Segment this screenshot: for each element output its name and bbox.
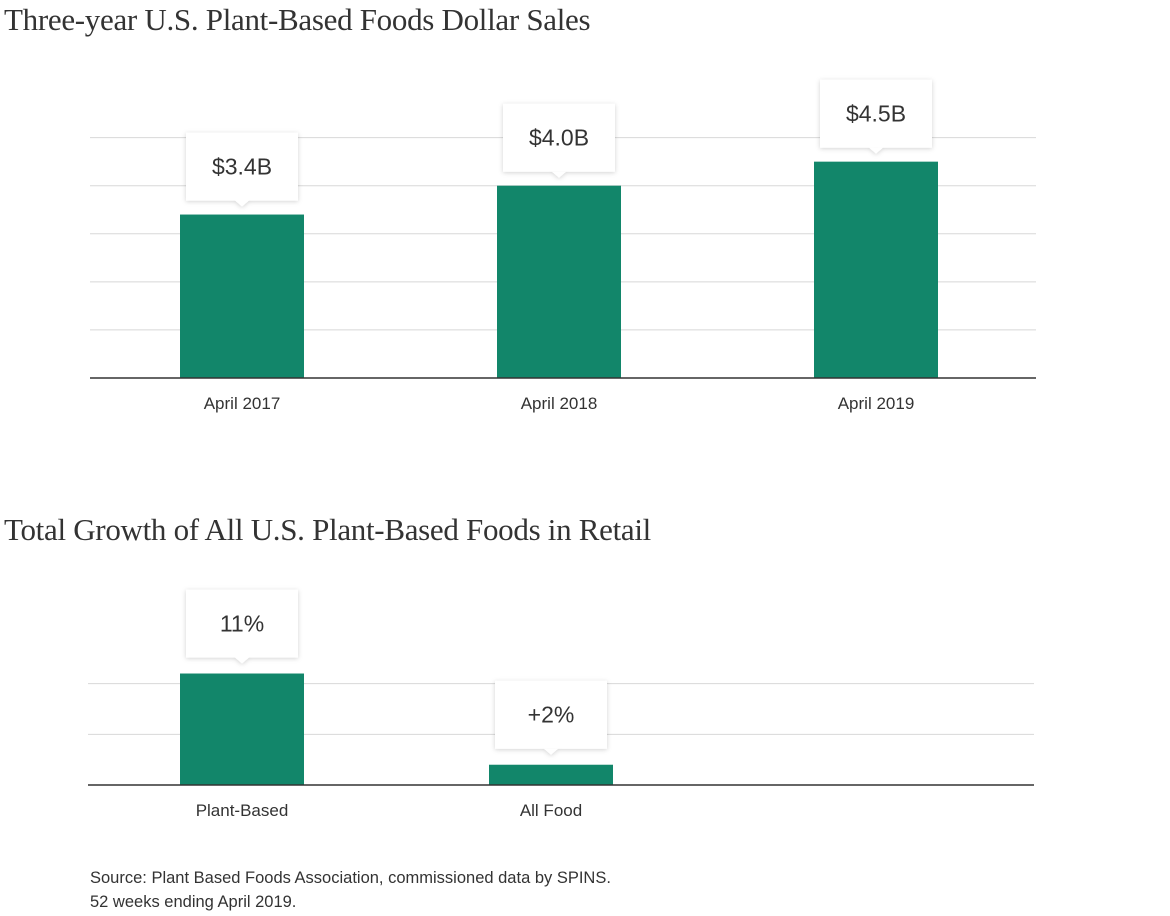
x-tick-label: April 2017 [204,394,281,413]
callout-pointer [869,147,883,154]
bar [180,673,304,785]
callout-box [186,132,298,201]
callout-pointer [235,200,249,207]
callout-box [495,680,607,749]
value-callout [820,79,932,154]
bar [497,185,621,378]
value-callout [495,680,607,755]
callout-box [820,79,932,148]
value-label: $4.0B [529,125,589,151]
dollar-sales-chart: $3.4B April 2017 $4.0B April 2018 $4.5B April… [90,79,1036,413]
chart-2-title: Total Growth of All U.S. Plant-Based Foo… [4,512,651,547]
callout-box [186,589,298,658]
value-label: $3.4B [212,154,272,180]
source-note: Source: Plant Based Foods Association, c… [90,866,611,914]
value-label: 11% [220,611,264,637]
callout-pointer [544,748,558,755]
callout-pointer [552,171,566,178]
bar [489,764,613,785]
bar [814,161,938,378]
source-period-line: 52 weeks ending April 2019. [90,893,297,911]
callout-pointer [235,657,249,664]
value-callout [503,103,615,178]
callout-box [503,103,615,172]
value-label: +2% [528,702,575,728]
bar [180,214,304,378]
growth-chart: 11% Plant-Based +2% All Food [88,589,1034,820]
x-tick-label: April 2018 [521,394,598,413]
value-label: $4.5B [846,101,906,127]
source-line: Source: Plant Based Foods Association, c… [90,869,611,887]
x-tick-label: Plant-Based [196,801,289,820]
chart-1-title: Three-year U.S. Plant-Based Foods Dollar… [4,2,591,37]
x-tick-label: All Food [520,801,582,820]
value-callout [186,589,298,664]
value-callout [186,132,298,207]
x-tick-label: April 2019 [838,394,915,413]
